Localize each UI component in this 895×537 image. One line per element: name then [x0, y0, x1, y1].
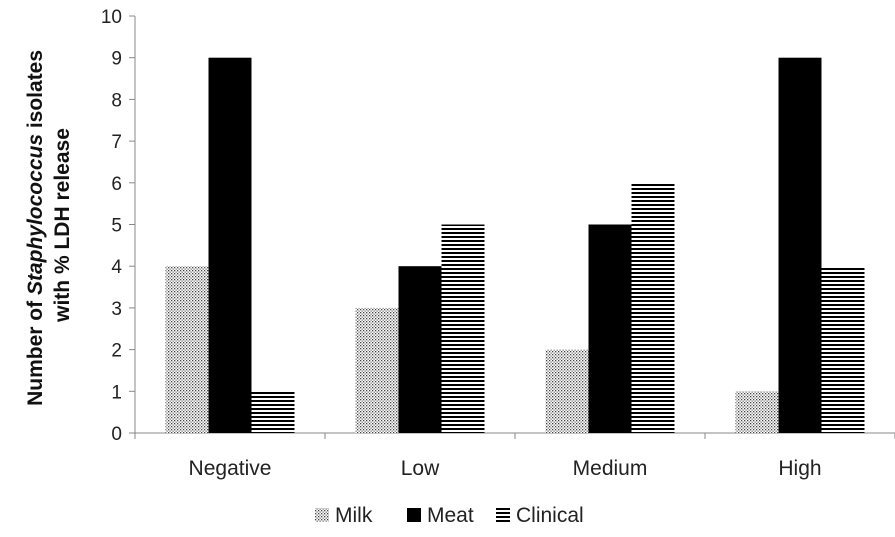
bar-meat-high — [778, 57, 822, 433]
bar-milk-low — [355, 307, 399, 433]
y-tick-label: 2 — [111, 341, 122, 362]
y-tick-label: 7 — [111, 132, 122, 153]
y-tick-label: 1 — [111, 382, 122, 403]
legend: Milk Meat Clinical — [315, 504, 584, 527]
bar-clinical-high — [821, 266, 865, 433]
labels: 0 1 2 3 4 5 6 7 8 9 10 Negative Low Medium High — [101, 7, 822, 480]
x-category-label: High — [778, 457, 821, 480]
legend-label-milk: Milk — [335, 504, 373, 527]
y-tick-label: 9 — [111, 49, 122, 70]
legend-label-clinical: Clinical — [516, 504, 584, 527]
bar-clinical-medium — [631, 182, 675, 433]
legend-swatch-meat — [407, 508, 421, 522]
legend-label-meat: Meat — [427, 504, 474, 527]
x-category-label: Negative — [189, 457, 272, 480]
bar-milk-medium — [545, 349, 589, 433]
y-tick-label: 3 — [111, 299, 122, 320]
y-tick-label: 4 — [111, 257, 122, 278]
y-tick-label: 6 — [111, 174, 122, 195]
bar-milk-negative — [165, 266, 209, 433]
bar-meat-low — [398, 266, 442, 433]
bar-clinical-negative — [251, 391, 295, 433]
bar-clinical-low — [441, 224, 485, 433]
y-axis-title: Number of Staphylococcus isolates with %… — [24, 44, 74, 406]
bars — [165, 57, 865, 433]
bar-meat-medium — [588, 224, 632, 433]
y-tick-label: 10 — [101, 7, 122, 28]
y-tick-label: 8 — [111, 90, 122, 111]
y-tick-label: 0 — [111, 424, 122, 445]
bar-meat-negative — [208, 57, 252, 433]
bar-milk-high — [735, 391, 779, 433]
legend-swatch-clinical — [496, 508, 510, 522]
legend-swatch-milk — [315, 508, 329, 522]
x-category-label: Medium — [573, 457, 648, 480]
x-category-label: Low — [401, 457, 440, 480]
y-tick-label: 5 — [111, 216, 122, 237]
